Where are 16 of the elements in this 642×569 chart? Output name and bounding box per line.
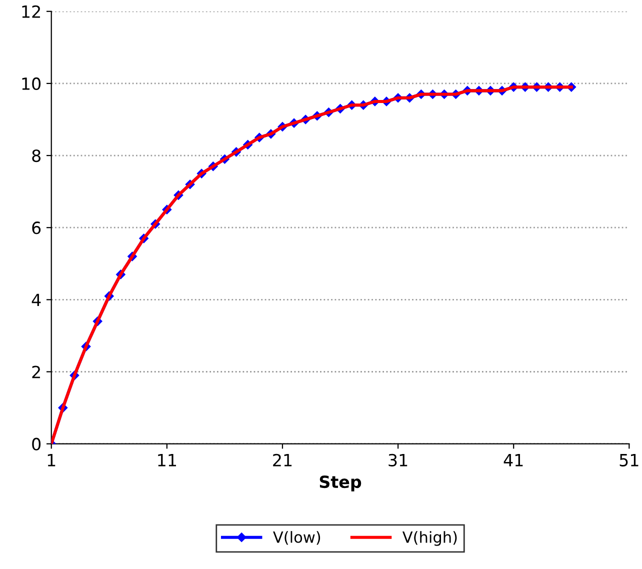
- x-axis-title: Step: [320, 476, 362, 492]
- legend-label: V(low): [273, 531, 320, 545]
- y-tick-label: 6: [32, 222, 41, 234]
- x-tick-label: 1: [48, 454, 56, 466]
- x-tick-label: 31: [388, 454, 408, 466]
- x-tick-label: 51: [620, 454, 638, 466]
- x-tick-label: 41: [504, 454, 523, 466]
- y-tick-label: 10: [22, 77, 41, 90]
- x-tick-label: 11: [158, 454, 176, 466]
- y-tick-label: 12: [22, 5, 40, 18]
- y-tick-label: 4: [32, 294, 41, 306]
- y-tick-label: 8: [32, 149, 40, 162]
- x-tick-label: 21: [273, 454, 292, 466]
- y-tick-label: 2: [32, 366, 40, 378]
- y-tick-label: 0: [32, 438, 41, 450]
- legend-label: V(high): [402, 531, 457, 546]
